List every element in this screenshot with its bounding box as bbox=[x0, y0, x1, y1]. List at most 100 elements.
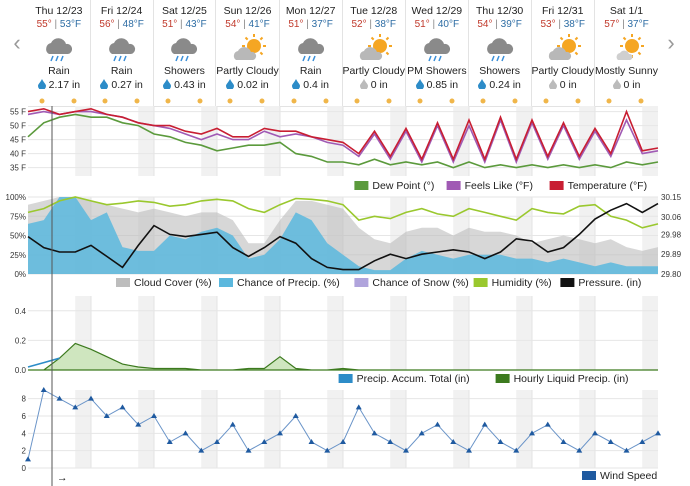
wind-chart-direction-arrow bbox=[198, 447, 205, 453]
wind-chart-tick-label: 8 bbox=[22, 395, 27, 404]
wind-chart-direction-arrow bbox=[639, 439, 646, 444]
high-temp: 56° bbox=[99, 19, 115, 30]
temp-chart-legend-swatch bbox=[549, 181, 564, 190]
mini-sun-icons bbox=[102, 98, 140, 104]
precip-chart-night-band bbox=[201, 296, 217, 370]
precip-amount: 0.43 in bbox=[154, 79, 216, 91]
temp-chart-night-band bbox=[201, 106, 217, 176]
precip-chart-night-band bbox=[516, 296, 532, 370]
precip-amount: 0 in bbox=[532, 79, 594, 91]
wind-chart-direction-arrow bbox=[119, 404, 126, 410]
low-temp: 39°F bbox=[500, 19, 522, 30]
day-column-6[interactable]: Wed 12/29 51° | 40°F PM Showers 0.85 in bbox=[404, 0, 468, 106]
wind-chart-direction-arrow bbox=[655, 430, 661, 436]
high-temp: 55° bbox=[36, 19, 52, 30]
day-column-7[interactable]: Thu 12/30 54° | 39°F Showers 0.24 in bbox=[467, 0, 531, 106]
low-temp: 38°F bbox=[374, 19, 396, 30]
sky-chart-pressure-tick-label: 30.15 bbox=[661, 193, 682, 202]
precip-value: 0.43 in bbox=[174, 79, 206, 91]
mini-sun-icons bbox=[417, 98, 455, 104]
low-temp: 37°F bbox=[627, 19, 649, 30]
raindrop-icon bbox=[226, 79, 235, 89]
mini-sun-icons bbox=[291, 98, 329, 104]
sky-chart-pressure-tick-label: 29.89 bbox=[661, 250, 682, 259]
wind-chart-direction-arrow bbox=[529, 430, 535, 436]
wind-chart-direction-arrow bbox=[371, 430, 378, 436]
wind-chart-direction-arrow bbox=[560, 439, 567, 444]
low-temp: 40°F bbox=[437, 19, 460, 30]
day-column-1[interactable]: Fri 12/24 56° | 48°F Rain 0.27 in bbox=[89, 0, 153, 106]
wind-chart-direction-arrow bbox=[182, 430, 189, 436]
wind-chart-direction-arrow bbox=[166, 439, 173, 444]
high-temp: 57° bbox=[604, 19, 620, 30]
day-name: Tue 12/28 bbox=[350, 5, 398, 17]
day-name: Wed 12/29 bbox=[411, 5, 463, 17]
wind-chart-night-band bbox=[642, 390, 658, 468]
wind-chart-direction-arrow bbox=[151, 413, 157, 418]
rain-cloud-icon bbox=[171, 38, 198, 62]
precip-value: 0.4 in bbox=[303, 79, 329, 91]
day-column-0[interactable]: Thu 12/23 55° | 53°F Rain 2.17 in bbox=[28, 0, 90, 106]
condition-label: Mostly Sunny bbox=[594, 65, 658, 77]
wind-chart-direction-arrow bbox=[229, 421, 236, 427]
wind-chart-direction-arrow bbox=[434, 421, 441, 427]
condition-label: Partly Cloudy bbox=[342, 65, 405, 77]
wind-chart-direction-arrow bbox=[25, 456, 31, 462]
raindrop-icon bbox=[292, 79, 301, 89]
rain-cloud-icon bbox=[108, 38, 135, 62]
precip-amount: 0.85 in bbox=[406, 79, 468, 91]
condition-label: Showers bbox=[163, 65, 205, 77]
mini-sun-icons bbox=[227, 98, 265, 104]
sky-chart-tick-label: 25% bbox=[10, 251, 26, 260]
wind-chart-direction-arrow bbox=[418, 430, 425, 436]
day-column-8[interactable]: Fri 12/31 53° | 38°F Partly Cloudy 0 in bbox=[530, 0, 594, 106]
high-temp: 52° bbox=[351, 19, 367, 30]
condition-label: Rain bbox=[48, 65, 70, 77]
condition-label: Rain bbox=[110, 65, 133, 77]
wind-chart-night-band bbox=[516, 390, 532, 468]
day-column-2[interactable]: Sat 12/25 51° | 43°F Showers 0.43 in bbox=[152, 0, 216, 106]
precip-amount: 0 in bbox=[343, 79, 405, 91]
day-name: Thu 12/30 bbox=[475, 5, 524, 17]
precip-chart-night-band bbox=[579, 296, 595, 370]
day-column-4[interactable]: Mon 12/27 51° | 37°F Rain 0.4 in bbox=[278, 0, 342, 106]
mini-sun-icons bbox=[165, 98, 203, 104]
precip-chart-night-band bbox=[642, 296, 658, 370]
low-temp: 41°F bbox=[248, 19, 270, 30]
wind-chart-direction-arrow bbox=[340, 439, 346, 444]
raindrop-icon bbox=[478, 79, 487, 89]
wind-chart-tick-label: 4 bbox=[22, 429, 27, 438]
sky-chart-legend-label: Humidity (%) bbox=[492, 277, 552, 289]
day-temps: 53° | 38°F bbox=[540, 19, 585, 30]
partly-cloudy-icon bbox=[548, 34, 581, 60]
prev-arrow-button[interactable]: ‹ bbox=[13, 30, 21, 55]
wind-chart-tick-label: 2 bbox=[22, 447, 27, 456]
precip-amount: 0.02 in bbox=[216, 79, 278, 91]
precip-amount: 0.24 in bbox=[469, 79, 531, 91]
day-temps: 51° | 40°F bbox=[414, 19, 460, 30]
precip-amount: 0.4 in bbox=[280, 79, 342, 91]
raindrop-icon bbox=[612, 79, 621, 89]
temp-chart-legend-label: Feels Like (°F) bbox=[465, 180, 533, 192]
day-temps: 56° | 48°F bbox=[99, 19, 144, 30]
wind-chart-night-band bbox=[201, 390, 217, 468]
wind-chart-tick-label: 0 bbox=[22, 464, 27, 473]
high-temp: 51° bbox=[162, 19, 178, 30]
precip-value: 0 in bbox=[559, 79, 577, 91]
temp-chart-legend-swatch bbox=[354, 181, 369, 190]
precip-chart-tick-label: 0.0 bbox=[15, 366, 27, 375]
rain-cloud-icon bbox=[423, 38, 450, 62]
wind-chart-direction-arrow bbox=[544, 421, 551, 427]
high-temp: 54° bbox=[225, 19, 241, 30]
day-column-3[interactable]: Sun 12/26 54° | 41°F Partly Cloudy 0.02 … bbox=[215, 0, 279, 106]
low-temp: 43°F bbox=[185, 19, 207, 30]
sky-chart-legend-label: Cloud Cover (%) bbox=[134, 277, 212, 289]
day-column-9[interactable]: Sat 1/1 57° | 37°F Mostly Sunny 0 in bbox=[593, 0, 658, 106]
precip-chart-legend-swatch bbox=[495, 374, 510, 383]
next-arrow-button[interactable]: › bbox=[667, 30, 675, 55]
day-column-5[interactable]: Tue 12/28 52° | 38°F Partly Cloudy 0 in bbox=[341, 0, 405, 106]
wind-chart-direction-arrow bbox=[355, 404, 362, 410]
precip-value: 0 in bbox=[623, 79, 641, 91]
sky-chart-precip-area bbox=[28, 197, 658, 274]
